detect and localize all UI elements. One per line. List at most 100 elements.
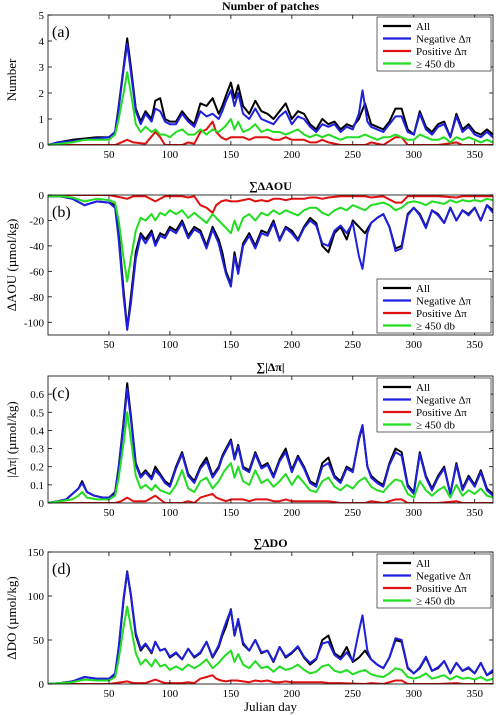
y-tick-label: -60 (29, 266, 44, 278)
x-tick-label: 250 (345, 688, 362, 700)
x-tick-label: 350 (466, 149, 483, 161)
y-tick-label: 0.1 (30, 480, 44, 492)
panel-title: Number of patches (222, 0, 319, 13)
legend-entry: ≥ 450 db (416, 59, 456, 71)
x-tick-label: 100 (162, 507, 179, 519)
x-tick-label: 100 (162, 149, 179, 161)
x-tick-label: 50 (103, 339, 115, 351)
y-tick-label: 0.2 (30, 462, 44, 474)
series-line-negative (48, 42, 493, 145)
y-tick-label: 1 (39, 114, 45, 126)
y-axis-label: ΔAOU (µmol/kg) (4, 219, 19, 312)
legend-entry: Positive Δπ (416, 407, 467, 419)
panel-title: ∑ΔAOU (249, 179, 292, 193)
y-tick-label: 0.6 (30, 389, 44, 401)
legend-entry: Positive Δπ (416, 583, 467, 595)
y-tick-label: 3 (39, 62, 45, 74)
legend-entry: Negative Δπ (416, 395, 472, 407)
legend-entry: ≥ 450 db (416, 321, 456, 333)
y-tick-label: 0 (39, 190, 45, 202)
x-tick-label: 150 (223, 339, 240, 351)
series-group (48, 382, 493, 503)
y-tick-label: -80 (29, 292, 44, 304)
y-tick-label: 100 (28, 591, 45, 603)
series-line-deep (48, 71, 493, 145)
x-tick-label: 300 (406, 507, 423, 519)
y-tick-label: -40 (29, 241, 44, 253)
x-tick-label: 300 (406, 149, 423, 161)
x-tick-label: 300 (406, 688, 423, 700)
x-tick-label: 150 (223, 149, 240, 161)
x-tick-label: 150 (223, 507, 240, 519)
x-tick-label: 200 (284, 507, 301, 519)
y-tick-label: 0.3 (30, 444, 44, 456)
x-tick-label: 50 (103, 507, 115, 519)
x-tick-label: 250 (345, 149, 362, 161)
x-tick-label: 350 (466, 507, 483, 519)
x-tick-label: 100 (162, 339, 179, 351)
legend-entry: ≥ 450 db (416, 420, 456, 432)
y-tick-label: 0 (39, 679, 45, 691)
legend-entry: Negative Δπ (416, 34, 472, 46)
panel-label: (d) (52, 561, 71, 578)
legend-entry: All (416, 21, 430, 33)
y-tick-label: 0.5 (30, 407, 44, 419)
y-axis-label: Number (4, 58, 19, 101)
plot-frame (47, 14, 494, 146)
x-tick-label: 300 (406, 339, 423, 351)
series-line-deep (48, 411, 493, 503)
panel-b: 50 100 150 200 250 300 350 -100 -80 -60 -40 -20 0 ∑ΔA… (4, 179, 494, 351)
series-group (48, 570, 493, 684)
x-tick-label: 150 (223, 688, 240, 700)
y-tick-label: 0 (39, 140, 45, 152)
x-tick-label: 200 (284, 339, 301, 351)
panel-label: (b) (52, 204, 71, 221)
plot-frame (47, 375, 494, 504)
legend-entry: Negative Δπ (416, 296, 472, 308)
plot-frame (47, 551, 494, 685)
series-line-negative (48, 387, 493, 503)
legend-entry: All (416, 558, 430, 570)
x-tick-label: 50 (103, 149, 115, 161)
series-line-positive (48, 674, 493, 684)
y-tick-label: 50 (33, 635, 45, 647)
x-axis-label: Julian day (244, 699, 298, 714)
series-line-positive (48, 120, 493, 145)
y-tick-label: 2 (39, 88, 45, 100)
y-axis-label: |Δπ| (µmol/kg) (4, 401, 19, 477)
series-line-negative (48, 571, 493, 684)
y-axis-label: ΔDO (µmol/kg) (4, 576, 19, 659)
x-tick-label: 50 (103, 688, 115, 700)
series-line-positive (48, 492, 493, 503)
y-tick-label: -100 (24, 317, 45, 329)
panel-title: ∑ΔDO (253, 536, 287, 550)
legend-entry: Negative Δπ (416, 571, 472, 583)
series-line-positive (48, 195, 493, 214)
panel-label: (a) (52, 24, 70, 41)
panel-c: 50 100 150 200 250 300 350 0 0.1 0.2 0.3 0.4 0.5 0.6 ∑… (4, 360, 494, 519)
y-tick-label: -20 (29, 215, 44, 227)
x-tick-label: 250 (345, 507, 362, 519)
series-line-negative (48, 195, 493, 331)
y-tick-label: 5 (39, 10, 45, 22)
series-group (48, 37, 493, 145)
panel-label: (c) (52, 385, 70, 402)
x-tick-label: 200 (284, 688, 301, 700)
y-tick-label: 150 (28, 547, 45, 559)
legend-entry: All (416, 382, 430, 394)
x-tick-label: 200 (284, 149, 301, 161)
legend-entry: ≥ 450 db (416, 596, 456, 608)
panel-a: 50 100 150 200 250 300 350 0 1 2 3 4 5 Number of patc… (4, 0, 494, 161)
x-tick-label: 350 (466, 688, 483, 700)
x-tick-label: 350 (466, 339, 483, 351)
series-group (48, 195, 493, 331)
y-tick-label: 0.4 (30, 425, 44, 437)
legend-entry: Positive Δπ (416, 308, 467, 320)
plot-frame (47, 194, 494, 336)
legend-entry: All (416, 283, 430, 295)
